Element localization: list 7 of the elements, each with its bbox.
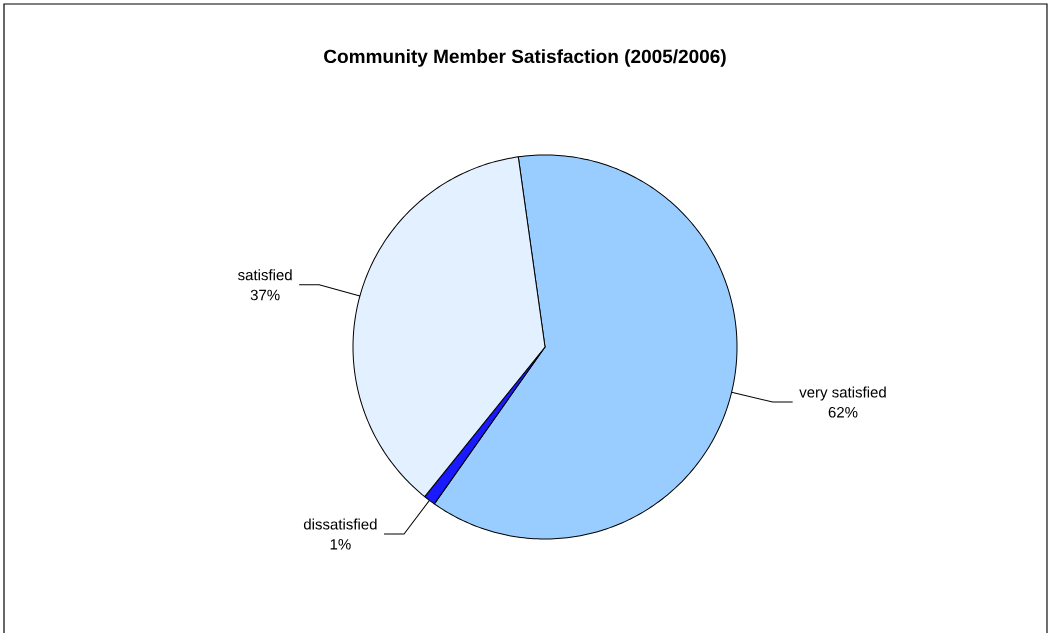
- data-label: 37%: [250, 289, 280, 301]
- data-label: 62%: [828, 407, 858, 418]
- slice-label: satisfied: [238, 269, 292, 281]
- data-label: 1%: [330, 539, 351, 550]
- chart-title: Community Member Satisfaction (2005/2006): [324, 49, 726, 68]
- slice-label: very satisfied: [799, 386, 886, 401]
- slice-label: dissatisfied: [303, 518, 377, 530]
